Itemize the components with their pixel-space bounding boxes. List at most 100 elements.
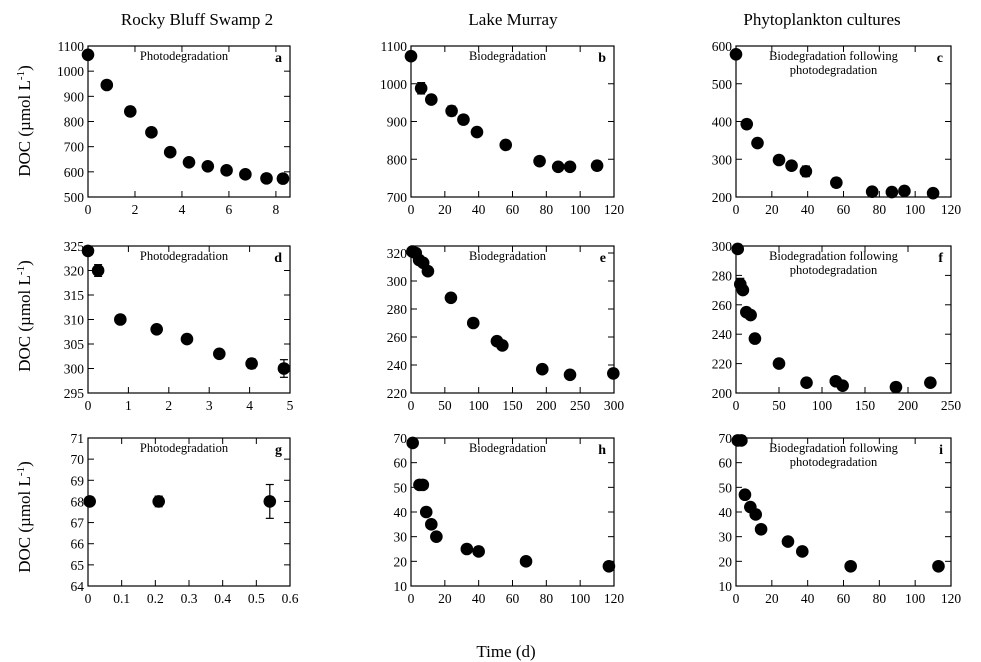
x-tick-label-f: 50 <box>772 398 786 413</box>
data-point-a <box>145 126 158 139</box>
data-point-i <box>735 434 748 447</box>
panel-frame-e <box>410 245 615 394</box>
x-tick-label-b: 100 <box>570 202 591 217</box>
data-point-a <box>276 172 290 185</box>
panel-letter-a: a <box>275 51 282 66</box>
x-tick-label-g: 0.5 <box>248 591 265 606</box>
data-point-b <box>445 104 458 118</box>
data-point-b <box>425 93 438 106</box>
data-point-c <box>785 159 798 172</box>
data-point-c <box>751 136 764 150</box>
x-tick-label-e: 100 <box>469 398 490 413</box>
panel-frame-b <box>410 45 615 198</box>
x-tick-label-b: 60 <box>506 202 520 217</box>
y-tick-label-c: 200 <box>712 190 733 205</box>
x-tick-label-g: 0.2 <box>147 591 164 606</box>
x-tick-label-d: 2 <box>165 398 172 413</box>
y-tick-label-d: 305 <box>64 337 85 352</box>
data-point-g <box>263 495 277 508</box>
panel-g: Photodegradation g 0 0.1 0.2 0.3 0.4 0.5 0.6 64 65… <box>71 431 299 606</box>
data-point-h <box>472 545 485 558</box>
x-axis-label: Time (d) <box>476 642 535 661</box>
x-tick-label-i: 80 <box>873 591 887 606</box>
column-title-rocky-bluff: Rocky Bluff Swamp 2 <box>121 10 273 29</box>
y-tick-label-c: 300 <box>712 152 733 167</box>
data-point-i <box>795 545 809 558</box>
y-tick-label-f: 200 <box>712 386 733 401</box>
data-point-b <box>457 113 470 126</box>
x-tick-label-b: 20 <box>438 202 452 217</box>
data-point-f <box>889 380 903 394</box>
panel-title-f: Biodegradation following <box>769 249 899 263</box>
y-tick-label-e: 220 <box>387 386 408 401</box>
y-tick-label-a: 1100 <box>58 39 85 54</box>
data-point-c <box>926 186 940 200</box>
y-tick-label-f: 300 <box>712 239 733 254</box>
y-tick-label-h: 10 <box>394 579 408 594</box>
y-tick-label-g: 71 <box>71 431 85 446</box>
data-point-c <box>865 185 879 199</box>
panel-title-c-line-2: photodegradation <box>790 63 878 77</box>
x-tick-label-a: 4 <box>179 202 186 217</box>
panel-frame-f <box>735 245 952 394</box>
x-tick-label-a: 8 <box>273 202 280 217</box>
x-tick-label-c: 80 <box>873 202 887 217</box>
x-tick-label-f: 150 <box>855 398 876 413</box>
y-tick-label-g: 68 <box>71 494 85 509</box>
y-tick-label-e: 240 <box>387 358 408 373</box>
y-tick-label-b: 800 <box>387 152 408 167</box>
data-point-e <box>563 368 577 382</box>
data-point-b <box>499 138 513 152</box>
y-tick-label-i: 50 <box>719 480 733 495</box>
y-tick-label-d: 300 <box>64 362 85 377</box>
y-tick-label-h: 60 <box>394 456 408 471</box>
data-point-f <box>736 283 750 297</box>
x-tick-label-d: 1 <box>125 398 132 413</box>
y-tick-label-i: 20 <box>719 554 733 569</box>
data-point-g <box>152 495 165 508</box>
data-point-h <box>519 555 533 568</box>
x-tick-label-f: 0 <box>733 398 740 413</box>
x-tick-label-f: 250 <box>941 398 962 413</box>
data-point-h <box>602 559 616 573</box>
y-tick-label-e: 300 <box>387 274 408 289</box>
x-tick-label-c: 60 <box>837 202 851 217</box>
x-tick-label-b: 0 <box>408 202 415 217</box>
y-tick-label-f: 220 <box>712 357 733 372</box>
data-point-b <box>590 159 604 172</box>
y-tick-label-g: 69 <box>71 473 85 488</box>
data-point-d <box>180 332 194 346</box>
panel-frame-a <box>87 45 291 198</box>
data-point-c <box>772 153 786 167</box>
panel-title-b: Biodegradation <box>469 49 547 63</box>
panel-f: Biodegradation followingphotodegradation… <box>712 239 962 413</box>
data-point-c <box>898 184 911 198</box>
data-point-e <box>444 291 458 305</box>
y-tick-label-b: 1100 <box>381 39 408 54</box>
y-tick-label-g: 67 <box>71 516 85 531</box>
data-point-d <box>277 362 291 375</box>
data-point-f <box>924 376 937 390</box>
y-tick-label-a: 700 <box>64 140 85 155</box>
x-tick-label-g: 0.4 <box>214 591 231 606</box>
data-point-a <box>260 172 273 185</box>
y-tick-label-a: 600 <box>64 165 85 180</box>
panel-title-c: Biodegradation following <box>769 49 899 63</box>
y-tick-label-a: 500 <box>64 190 85 205</box>
data-point-f <box>731 242 745 256</box>
x-tick-label-h: 80 <box>540 591 554 606</box>
x-tick-label-g: 0.1 <box>113 591 130 606</box>
y-tick-label-g: 65 <box>71 558 85 573</box>
y-tick-label-h: 30 <box>394 530 408 545</box>
y-tick-label-g: 66 <box>71 537 85 552</box>
y-tick-label-c: 600 <box>712 39 733 54</box>
panel-frame-h <box>410 437 615 587</box>
x-tick-label-h: 20 <box>438 591 452 606</box>
data-point-f <box>772 357 786 370</box>
panel-letter-f: f <box>938 251 943 266</box>
data-point-i <box>754 522 768 536</box>
data-point-h <box>416 478 430 492</box>
data-point-d <box>150 323 163 336</box>
data-point-a <box>100 78 114 92</box>
x-tick-label-h: 40 <box>472 591 486 606</box>
